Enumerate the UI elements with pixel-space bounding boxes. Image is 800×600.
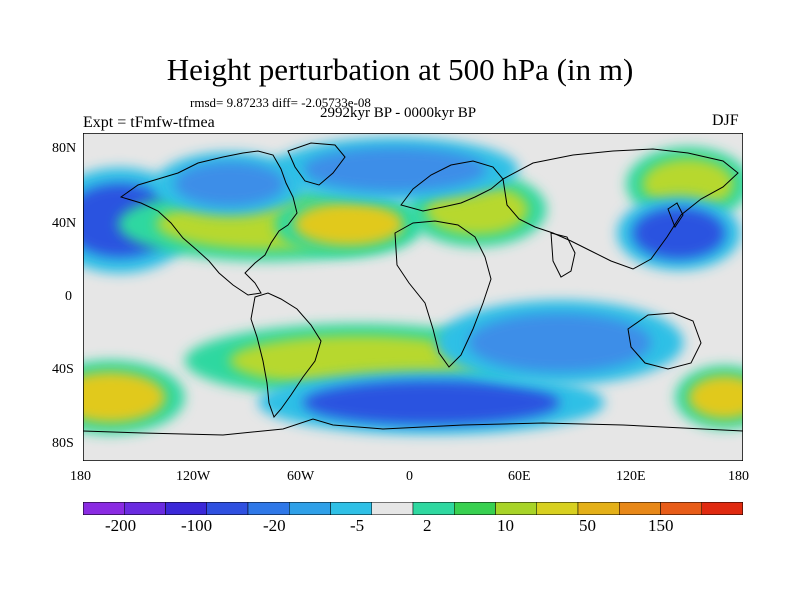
colorbar-label-2: 2 xyxy=(423,516,432,535)
colorbar-label-150: 150 xyxy=(648,516,674,535)
india-coast xyxy=(550,232,576,278)
lon-label-60e: 60E xyxy=(508,469,531,484)
colorbar-cell xyxy=(289,502,331,515)
colorbar-cell xyxy=(660,502,702,515)
colorbar-cell xyxy=(619,502,661,515)
north-america-coast xyxy=(119,150,298,296)
colorbar-label-10: 10 xyxy=(497,516,514,535)
lon-label-60w: 60W xyxy=(287,469,315,484)
lon-label-120w: 120W xyxy=(176,469,211,484)
experiment-label: Expt = tFmfw-tfmea xyxy=(83,114,215,131)
colorbar-cell xyxy=(165,502,207,515)
lon-label-180e: 180 xyxy=(728,469,749,484)
asia-coast xyxy=(502,148,739,270)
south-pacific-positive xyxy=(83,371,166,423)
season-label: DJF xyxy=(712,112,739,129)
colorbar-cell xyxy=(371,502,414,515)
lon-label-120e: 120E xyxy=(616,469,646,484)
colorbar-cell xyxy=(454,502,496,515)
colorbar-cell xyxy=(412,502,455,515)
lon-label-180w: 180 xyxy=(70,469,91,484)
colorbar-cell xyxy=(247,502,290,515)
lat-label-40s: 40S xyxy=(52,362,74,377)
coastlines xyxy=(83,142,743,436)
siberia-positive xyxy=(642,158,734,210)
map-panel xyxy=(83,133,743,461)
antarctica-coast xyxy=(83,418,743,436)
figure-title: Height perturbation at 500 hPa (in m) xyxy=(166,52,634,87)
colorbar-label-neg5: -5 xyxy=(350,516,365,535)
east-asia-trough xyxy=(633,207,725,259)
colorbar-cell xyxy=(206,502,249,515)
rmsd-text: rmsd= 9.87233 diff= -2.05733e-08 xyxy=(190,95,371,110)
lat-label-eq: 0 xyxy=(65,289,72,304)
lon-label-0: 0 xyxy=(406,469,413,484)
africa-coast xyxy=(394,220,492,368)
colorbar-label-neg20: -20 xyxy=(263,516,286,535)
colorbar-label-neg100: -100 xyxy=(181,516,213,535)
south-america-coast xyxy=(250,292,322,418)
colorbar-cell xyxy=(83,502,125,515)
lat-label-40n: 40N xyxy=(52,216,77,231)
colorbar-cell xyxy=(330,502,372,515)
time-slice-subtitle: 2992kyr BP - 0000kyr BP xyxy=(320,105,477,121)
lat-label-80n: 80N xyxy=(52,141,77,156)
south-pacific-positive-east xyxy=(688,375,743,420)
colorbar-label-neg200: -200 xyxy=(105,516,137,535)
atlantic-ridge xyxy=(293,202,404,246)
tropical-indian-negative xyxy=(468,313,652,372)
colorbar-cell xyxy=(124,502,166,515)
lat-label-80s: 80S xyxy=(52,436,74,451)
greenland-coast xyxy=(287,142,346,186)
japan-coast xyxy=(667,202,684,229)
north-america-negative xyxy=(174,162,285,206)
north-atlantic-trough xyxy=(303,147,487,192)
australia-coast xyxy=(627,312,702,370)
southern-ocean-trough xyxy=(303,380,560,425)
anomaly-fields xyxy=(83,137,743,435)
colorbar-cell xyxy=(495,502,537,515)
colorbar-cell xyxy=(701,502,743,515)
colorbar-cell xyxy=(536,502,579,515)
colorbar-label-50: 50 xyxy=(579,516,596,535)
colorbar xyxy=(83,502,743,515)
colorbar-cell xyxy=(577,502,620,515)
